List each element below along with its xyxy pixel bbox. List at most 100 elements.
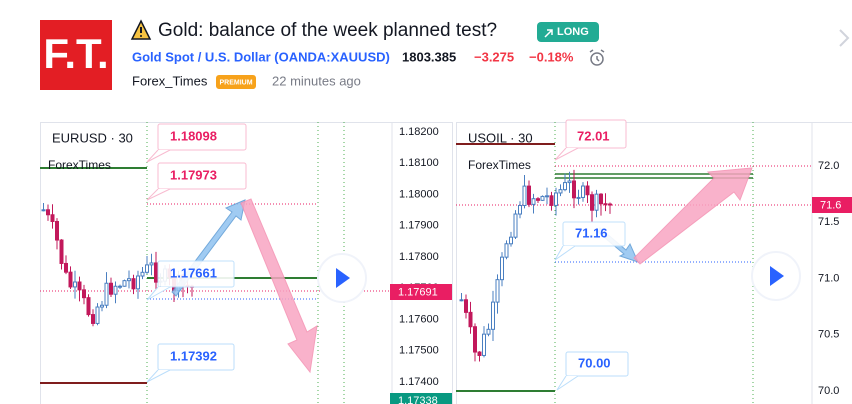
candle-body xyxy=(145,264,149,273)
candle-body xyxy=(55,220,59,241)
candle-body xyxy=(100,304,104,308)
play-icon xyxy=(336,268,350,288)
candle-body xyxy=(477,351,482,356)
candle-body xyxy=(554,192,558,206)
premium-badge xyxy=(216,75,256,89)
symbol-label: EURUSD · 30 xyxy=(52,130,133,145)
candle-body xyxy=(500,256,504,281)
candle-body xyxy=(468,311,473,328)
candle-body xyxy=(576,196,581,199)
candle-body xyxy=(567,180,572,184)
right-chart: 72.01 71.16 70.00 USOIL · 30 ForexTimes … xyxy=(456,119,852,404)
candle-body xyxy=(140,271,145,277)
watermark: ForexTimes xyxy=(48,158,111,172)
candle-body xyxy=(603,203,608,206)
candle-body xyxy=(585,185,590,196)
price-axis: 1.182001.181001.180001.179001.178001.177… xyxy=(399,126,439,388)
candle-body xyxy=(491,301,495,330)
candle-body xyxy=(536,198,540,201)
candle-body xyxy=(136,275,140,290)
candle-body xyxy=(522,185,527,207)
axis-label: 1.17900 xyxy=(399,220,439,232)
axis-label: 1.18200 xyxy=(399,126,439,138)
long-text: LONG xyxy=(557,26,589,38)
label-box xyxy=(554,221,626,261)
candle-body xyxy=(572,180,576,199)
vertical-guides xyxy=(554,122,754,404)
price-badge xyxy=(390,393,452,404)
candle-body xyxy=(73,281,77,288)
next-arrow[interactable] xyxy=(839,29,850,47)
candle-body xyxy=(527,185,531,205)
candle-body xyxy=(509,236,513,245)
price: 1803.385 xyxy=(402,49,456,64)
price-label: 1.18098 xyxy=(170,128,217,143)
axis-label: 1.17800 xyxy=(399,251,439,263)
candle-body xyxy=(82,289,86,299)
price-label: 1.17661 xyxy=(170,265,217,280)
axis-label: 71.5 xyxy=(818,216,839,228)
symbol-label: USOIL · 30 xyxy=(468,130,533,145)
candle-body xyxy=(46,209,50,216)
axis-label: 1.17500 xyxy=(399,345,439,357)
candle-body xyxy=(77,281,82,291)
symbol-link[interactable]: Gold Spot / U.S. Dollar (OANDA:XAUUSD) xyxy=(132,49,390,64)
last-price-badge xyxy=(390,284,452,300)
timestamp: 22 minutes ago xyxy=(272,73,361,88)
candle-body xyxy=(64,262,68,273)
candles xyxy=(459,169,612,362)
candle-body xyxy=(482,333,486,356)
price-badge-text: 1.17338 xyxy=(398,395,438,404)
label-box xyxy=(556,351,629,391)
arrow-up xyxy=(633,167,753,265)
candle-body xyxy=(581,185,585,198)
price-label: 72.01 xyxy=(577,128,610,143)
candle-body xyxy=(608,203,612,206)
arrow-down xyxy=(240,198,318,374)
last-price-text: 71.6 xyxy=(820,199,841,211)
candle-body xyxy=(59,239,64,264)
candle-body xyxy=(118,285,122,288)
author[interactable]: Forex_Times xyxy=(132,73,208,88)
candle-body xyxy=(594,193,599,211)
price-label: 1.17392 xyxy=(170,348,217,363)
candle-body xyxy=(127,278,131,282)
axis-label: 1.18100 xyxy=(399,157,439,169)
candle-body xyxy=(104,282,109,306)
label-box xyxy=(146,162,247,201)
axis-label: 71.0 xyxy=(818,272,839,284)
price-label: 1.17973 xyxy=(170,167,217,182)
last-price-text: 1.17691 xyxy=(398,286,438,298)
candle-body xyxy=(131,278,136,290)
price-label: 70.00 xyxy=(578,355,611,370)
axis-label: 70.0 xyxy=(818,385,839,397)
candle-body xyxy=(563,182,567,191)
candle-body xyxy=(91,314,95,324)
candle-body xyxy=(473,326,477,353)
axis-label: 1.17400 xyxy=(399,376,439,388)
idea-title[interactable]: Gold: balance of the week planned test? xyxy=(158,20,497,41)
label-box xyxy=(146,123,247,163)
warning-icon xyxy=(130,19,152,40)
logo[interactable] xyxy=(40,20,112,90)
candle-body xyxy=(154,262,158,283)
candle-body xyxy=(41,209,46,212)
candle-body xyxy=(518,205,522,215)
play-icon xyxy=(770,266,784,286)
candle-body xyxy=(109,282,113,295)
candle-body xyxy=(504,243,509,258)
logo-text: F.T. xyxy=(43,30,108,77)
price-axis: 72.0 71.5 71.0 70.5 70.0 xyxy=(818,160,839,397)
candle-body xyxy=(540,195,545,201)
candle-body xyxy=(113,285,118,295)
premium-text: PREMIUM xyxy=(219,79,252,86)
candle-body xyxy=(558,189,563,194)
axis-label: 1.17600 xyxy=(399,313,439,325)
alert-icon[interactable] xyxy=(589,49,605,66)
left-chart: 1.18098 1.17973 1.17661 1.17392 EURUSD ·… xyxy=(40,122,452,404)
candle-body xyxy=(545,195,549,198)
label-box xyxy=(146,343,235,383)
label-box xyxy=(554,119,627,161)
